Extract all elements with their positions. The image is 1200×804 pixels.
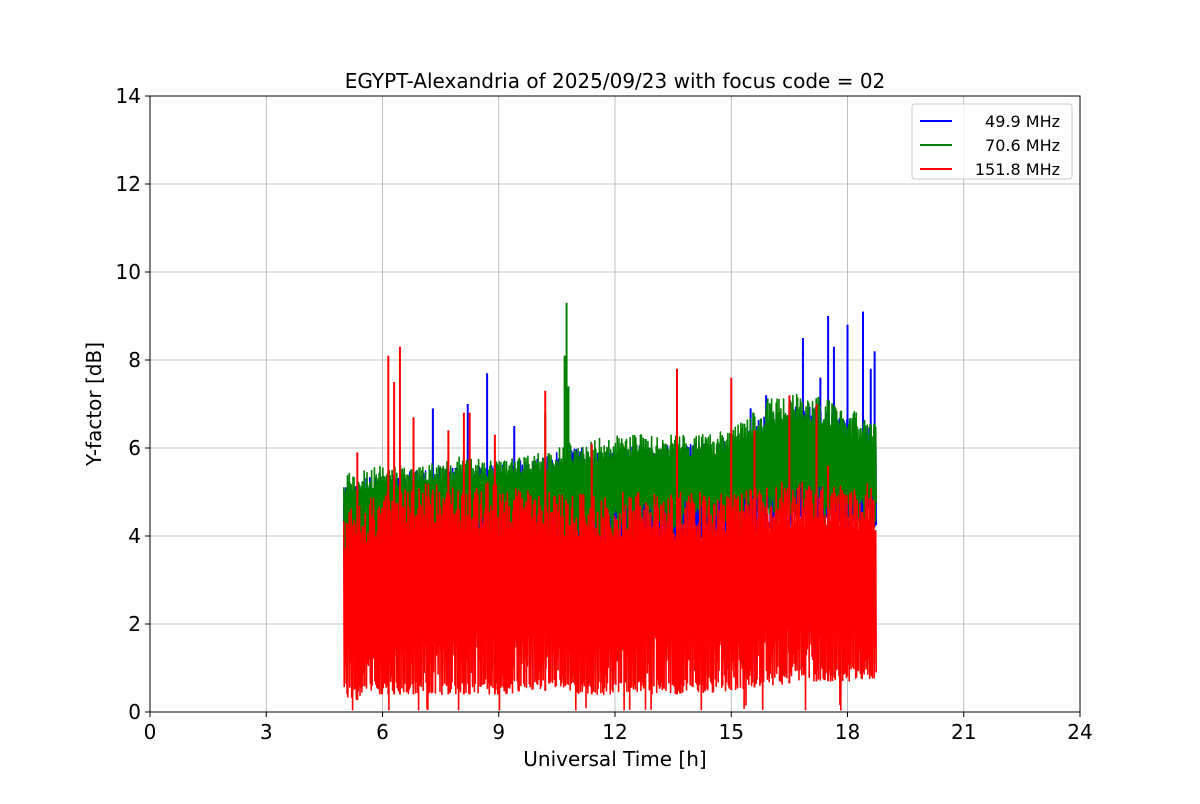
y-axis-label: Y-factor [dB] [82, 342, 106, 467]
series-line-2 [342, 480, 878, 711]
legend-label: 70.6 MHz [985, 136, 1060, 155]
y-tick-label: 8 [128, 348, 141, 372]
x-tick-label: 21 [951, 720, 976, 744]
y-tick-label: 0 [128, 700, 141, 724]
y-tick-label: 14 [116, 84, 141, 108]
y-tick-label: 2 [128, 612, 141, 636]
legend-label: 151.8 MHz [975, 160, 1060, 179]
chart-title: EGYPT-Alexandria of 2025/09/23 with focu… [345, 69, 886, 93]
x-tick-label: 12 [602, 720, 627, 744]
x-axis-label: Universal Time [h] [523, 747, 706, 771]
y-tick-label: 12 [116, 172, 141, 196]
x-tick-label: 6 [376, 720, 389, 744]
x-tick-label: 18 [835, 720, 860, 744]
x-tick-label: 24 [1067, 720, 1092, 744]
y-tick-label: 4 [128, 524, 141, 548]
x-tick-label: 15 [719, 720, 744, 744]
x-tick-label: 3 [260, 720, 273, 744]
legend-box [911, 103, 1073, 180]
x-tick-label: 0 [144, 720, 157, 744]
x-tick-label: 9 [492, 720, 505, 744]
y-tick-label: 10 [116, 260, 141, 284]
legend: 49.9 MHz 70.6 MHz 151.8 MHz [911, 103, 1073, 180]
y-tick-label: 6 [128, 436, 141, 460]
plot-data [342, 302, 878, 711]
legend-label: 49.9 MHz [985, 112, 1060, 131]
